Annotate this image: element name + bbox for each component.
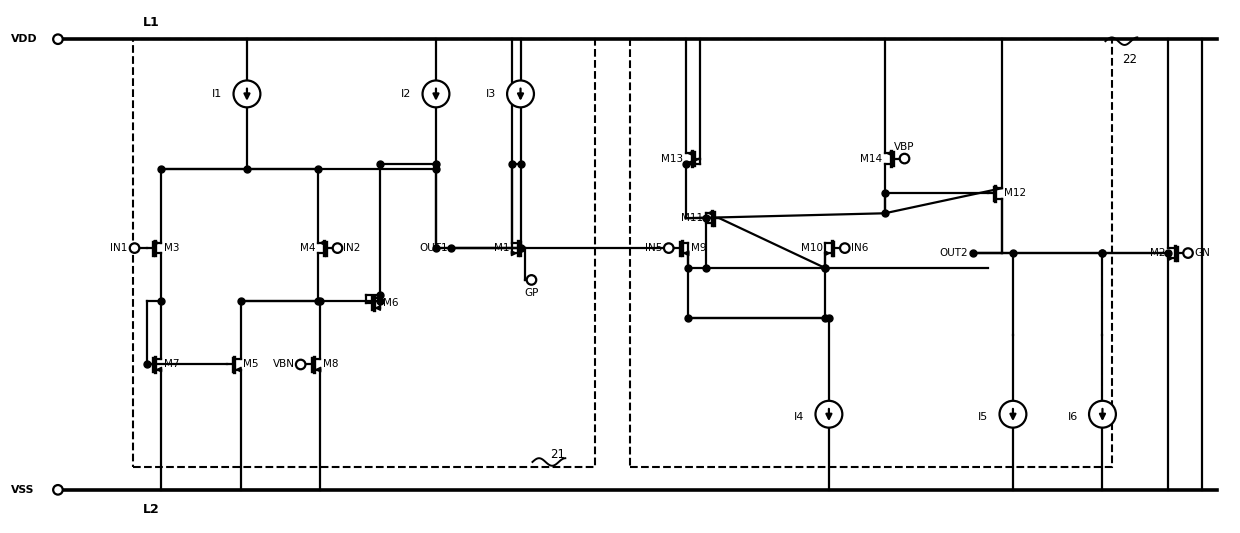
Text: M5: M5 xyxy=(243,359,259,369)
Text: M12: M12 xyxy=(1004,188,1027,198)
Circle shape xyxy=(296,360,305,369)
Text: M8: M8 xyxy=(322,359,339,369)
Text: I3: I3 xyxy=(486,89,496,99)
Text: M2: M2 xyxy=(1151,248,1166,258)
Text: M14: M14 xyxy=(861,154,883,164)
Circle shape xyxy=(1089,401,1116,427)
Circle shape xyxy=(663,244,673,253)
Text: M7: M7 xyxy=(164,359,180,369)
Text: IN5: IN5 xyxy=(645,243,662,253)
Text: I2: I2 xyxy=(402,89,412,99)
Circle shape xyxy=(839,244,849,253)
Bar xyxy=(630,39,1112,467)
Bar xyxy=(133,39,595,467)
Text: M10: M10 xyxy=(801,243,822,253)
Circle shape xyxy=(900,154,909,163)
Circle shape xyxy=(53,485,63,495)
Text: VDD: VDD xyxy=(11,34,37,44)
Text: OUT2: OUT2 xyxy=(940,248,968,258)
Text: M9: M9 xyxy=(691,243,707,253)
Text: VBN: VBN xyxy=(273,359,295,369)
Text: GP: GP xyxy=(525,288,538,298)
Text: L1: L1 xyxy=(143,16,159,29)
Text: I1: I1 xyxy=(212,89,222,99)
Circle shape xyxy=(53,35,63,44)
Text: I6: I6 xyxy=(1068,412,1078,422)
Text: I5: I5 xyxy=(978,412,988,422)
Text: L2: L2 xyxy=(143,503,159,516)
Circle shape xyxy=(423,80,449,107)
Text: IN2: IN2 xyxy=(343,243,361,253)
Text: M3: M3 xyxy=(164,243,180,253)
Text: M4: M4 xyxy=(300,243,315,253)
Circle shape xyxy=(507,80,534,107)
Text: M1: M1 xyxy=(494,243,510,253)
Circle shape xyxy=(332,244,342,253)
Circle shape xyxy=(527,275,536,285)
Text: GN: GN xyxy=(1194,248,1210,258)
Text: I4: I4 xyxy=(794,412,805,422)
Text: M13: M13 xyxy=(661,154,683,164)
Text: VBP: VBP xyxy=(894,142,915,151)
Circle shape xyxy=(130,244,139,253)
Text: 22: 22 xyxy=(1122,53,1137,66)
Text: IN6: IN6 xyxy=(851,243,868,253)
Text: M6: M6 xyxy=(383,298,398,308)
Circle shape xyxy=(816,401,842,427)
Text: VSS: VSS xyxy=(11,485,35,495)
Text: M11: M11 xyxy=(681,213,703,223)
Text: IN1: IN1 xyxy=(110,243,128,253)
Text: OUT1: OUT1 xyxy=(419,243,448,253)
Circle shape xyxy=(999,401,1027,427)
Circle shape xyxy=(1183,248,1193,258)
Text: 21: 21 xyxy=(551,448,565,461)
Circle shape xyxy=(233,80,260,107)
